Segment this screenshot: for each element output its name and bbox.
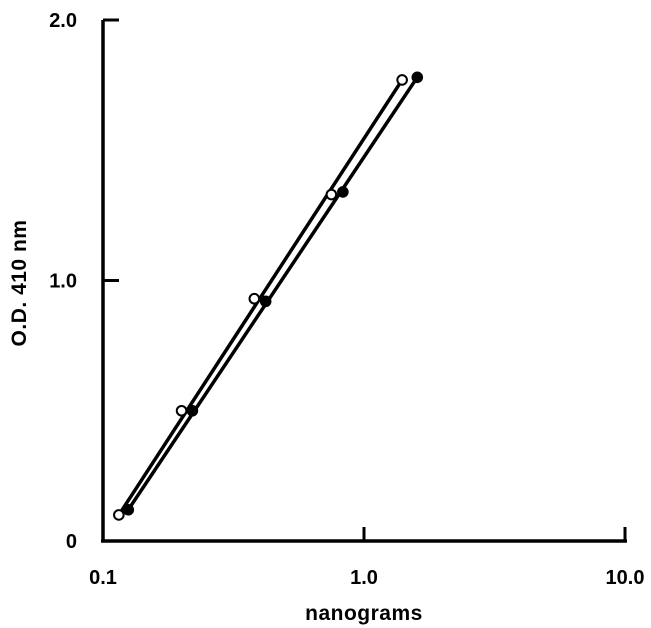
- x-axis-title: nanograms: [305, 602, 423, 625]
- y-tick-label: 1.0: [49, 271, 77, 293]
- data-point-open: [396, 74, 408, 86]
- data-point-open: [248, 292, 261, 305]
- series-points: [113, 71, 424, 521]
- data-point-filled: [259, 295, 272, 308]
- data-point-filled: [186, 404, 199, 417]
- data-point-filled: [337, 186, 349, 198]
- x-tick-label: 0.1: [89, 567, 117, 589]
- data-point-open: [113, 509, 125, 521]
- y-tick-label: 2.0: [49, 10, 77, 32]
- axes: [101, 20, 627, 543]
- series-lines: [117, 75, 420, 517]
- tick-labels: 0.1 1.0 10.0 0 1.0 2.0: [49, 10, 644, 589]
- data-point-open: [325, 188, 338, 201]
- y-axis-title: O.D. 410 nm: [8, 220, 31, 347]
- y-tick-label: 0: [66, 531, 77, 553]
- ticks: [101, 18, 627, 543]
- data-point-filled: [411, 71, 424, 84]
- x-tick-label: 10.0: [606, 567, 645, 589]
- data-point-filled: [122, 503, 135, 516]
- series-line-filled: [126, 75, 420, 512]
- series-line-open: [117, 78, 404, 517]
- data-point-open: [175, 404, 188, 417]
- x-tick-label: 1.0: [350, 567, 378, 589]
